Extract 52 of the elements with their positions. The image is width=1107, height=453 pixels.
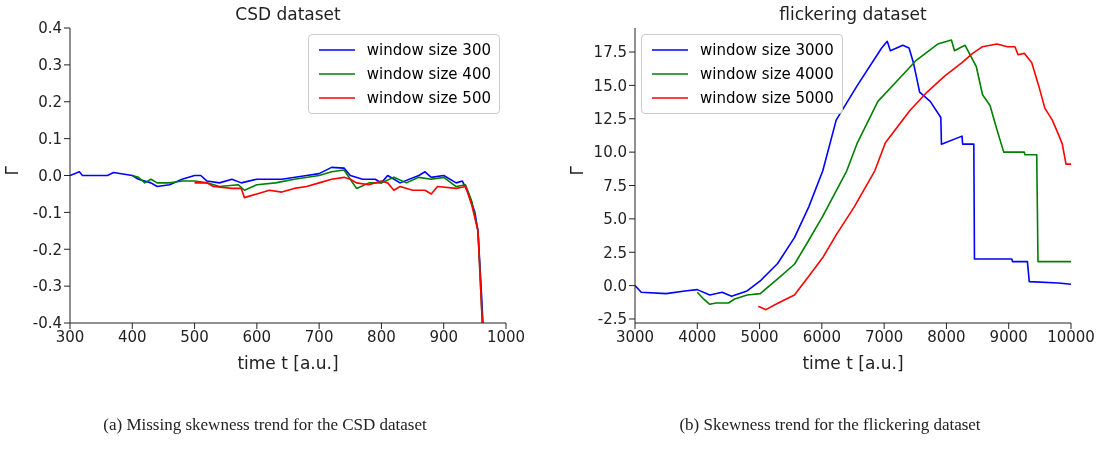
x-axis-title: time t [a.u.] (237, 353, 339, 373)
x-tick-label: 4000 (678, 327, 717, 346)
line-series (70, 166, 484, 323)
chart-title: CSD dataset (234, 4, 342, 24)
x-tick-label: 300 (55, 327, 85, 346)
x-tick-label: 9000 (989, 327, 1028, 346)
y-tick-label: 10.0 (593, 143, 627, 162)
legend-label: window size 400 (366, 65, 491, 83)
y-tick-label: 0.1 (38, 129, 62, 148)
chart-title: flickering dataset (778, 4, 928, 24)
y-tick-label: 0.3 (38, 56, 62, 75)
text: (b) Skewness trend for the flickering dataset (678, 415, 982, 435)
y-axis-title: Γ (2, 165, 23, 176)
y-tick-label: 12.5 (593, 110, 627, 129)
legend-label: window size 3000 (700, 41, 834, 59)
y-tick-label: 7.5 (603, 176, 627, 195)
y-tick-label: 5.0 (603, 210, 627, 229)
x-tick-label: 5000 (740, 327, 779, 346)
y-tick-label: 0.0 (38, 166, 62, 185)
x-tick-label: 900 (429, 327, 459, 346)
y-tick-label: 15.0 (593, 76, 627, 95)
text: (a) Missing skewness trend for the CSD dataset (102, 415, 428, 435)
legend-label: window size 5000 (700, 89, 834, 107)
y-tick-label: -0.1 (32, 203, 62, 222)
y-tick-label: 0.2 (38, 93, 62, 112)
x-tick-label: 700 (304, 327, 334, 346)
y-tick-label: 2.5 (603, 243, 627, 262)
line-series (757, 43, 1071, 311)
legend-label: window size 300 (366, 41, 491, 59)
line-series (696, 39, 1071, 306)
y-tick-label: 0.0 (603, 276, 627, 295)
x-tick-label: 400 (117, 327, 147, 346)
legend-label: window size 500 (366, 89, 491, 107)
y-tick-label: 0.4 (38, 19, 62, 38)
line-series (635, 40, 1071, 298)
x-tick-label: 800 (367, 327, 396, 346)
legend-label: window size 4000 (700, 65, 834, 83)
x-tick-label: 1000 (486, 327, 526, 346)
x-tick-label: 600 (242, 327, 272, 346)
x-tick-label: 6000 (802, 327, 841, 346)
x-axis-title: time t [a.u.] (802, 353, 904, 373)
y-axis-title: Γ (567, 165, 588, 176)
x-tick-label: 500 (180, 327, 209, 346)
x-tick-label: 3000 (615, 327, 655, 346)
x-tick-label: 10000 (1047, 327, 1095, 346)
y-tick-label: -0.3 (32, 277, 62, 296)
x-tick-label: 7000 (865, 327, 904, 346)
x-tick-label: 8000 (927, 327, 966, 346)
line-series (193, 176, 484, 323)
y-tick-label: -0.2 (32, 240, 62, 259)
y-tick-label: 17.5 (593, 43, 627, 62)
y-tick-label: -2.5 (597, 310, 627, 329)
